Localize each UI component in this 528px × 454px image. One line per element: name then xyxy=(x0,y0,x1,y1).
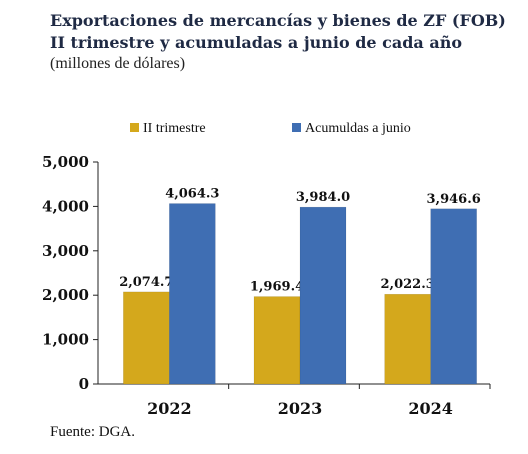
x-tick-label: 2022 xyxy=(147,399,192,418)
chart-title-line-1: Exportaciones de mercancías y bienes de … xyxy=(50,11,506,30)
legend-label-2: Acumuldas a junio xyxy=(305,121,411,136)
bar-ii-trimestre-2024 xyxy=(384,293,431,385)
data-label: 3,984.0 xyxy=(296,190,350,205)
y-tick-label: 3,000 xyxy=(42,242,89,260)
bar-ii-trimestre-2023 xyxy=(253,296,301,385)
y-tick-label: 2,000 xyxy=(42,286,89,304)
data-label: 2,022.3 xyxy=(381,277,435,292)
legend-swatch-2 xyxy=(292,123,301,132)
y-tick-label: 1,000 xyxy=(42,331,89,349)
x-tick-label: 2024 xyxy=(408,399,453,418)
data-label: 1,969.4 xyxy=(250,280,304,295)
bar-acumuladas-2023 xyxy=(299,206,347,385)
data-label: 4,064.3 xyxy=(165,187,219,202)
chart-subtitle: (millones de dólares) xyxy=(50,55,186,72)
data-label: 3,946.6 xyxy=(427,192,481,207)
chart-title-line-2: II trimestre y acumuladas a junio de cad… xyxy=(50,33,463,52)
legend-label-1: II trimestre xyxy=(143,121,206,136)
y-tick-label: 4,000 xyxy=(42,197,89,215)
y-tick-label: 0 xyxy=(79,375,89,393)
bar-ii-trimestre-2022 xyxy=(123,291,170,385)
legend-swatch-1 xyxy=(130,123,139,132)
x-tick-label: 2023 xyxy=(278,399,323,418)
bar-acumuladas-2022 xyxy=(169,203,216,385)
y-tick-label: 5,000 xyxy=(42,153,89,171)
bar-acumuladas-2024 xyxy=(430,208,477,385)
chart-title-block: Exportaciones de mercancías y bienes de … xyxy=(50,10,520,74)
bar-chart: II trimestre Acumuldas a junio 0 1,000 2,000… xyxy=(42,121,491,418)
source-note: Fuente: DGA. xyxy=(50,424,135,440)
data-label: 2,074.7 xyxy=(119,275,173,290)
